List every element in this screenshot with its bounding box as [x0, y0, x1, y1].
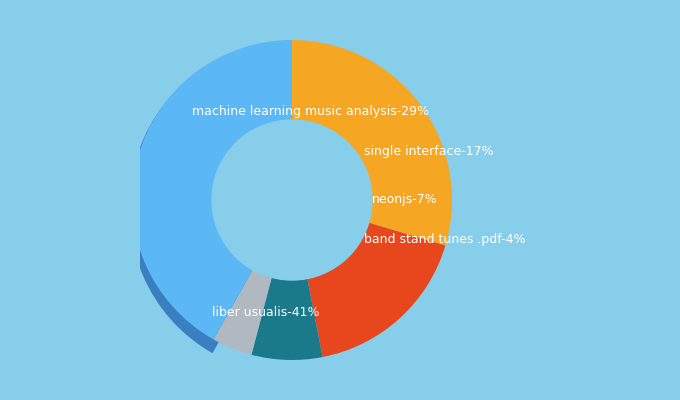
Wedge shape: [132, 40, 292, 340]
Text: band stand tunes .pdf-4%: band stand tunes .pdf-4%: [364, 234, 526, 246]
Circle shape: [212, 120, 372, 280]
Wedge shape: [130, 42, 292, 345]
Wedge shape: [252, 277, 322, 360]
Wedge shape: [292, 40, 452, 246]
Text: neonjs-7%: neonjs-7%: [372, 194, 438, 206]
Wedge shape: [214, 270, 272, 355]
Text: machine learning music analysis-29%: machine learning music analysis-29%: [192, 106, 429, 118]
Text: liber usualis-41%: liber usualis-41%: [212, 306, 320, 318]
Wedge shape: [307, 223, 445, 357]
Wedge shape: [130, 50, 292, 353]
Text: single interface-17%: single interface-17%: [364, 146, 494, 158]
Wedge shape: [130, 43, 292, 346]
Wedge shape: [130, 47, 292, 350]
Wedge shape: [130, 48, 292, 352]
Wedge shape: [130, 45, 292, 348]
